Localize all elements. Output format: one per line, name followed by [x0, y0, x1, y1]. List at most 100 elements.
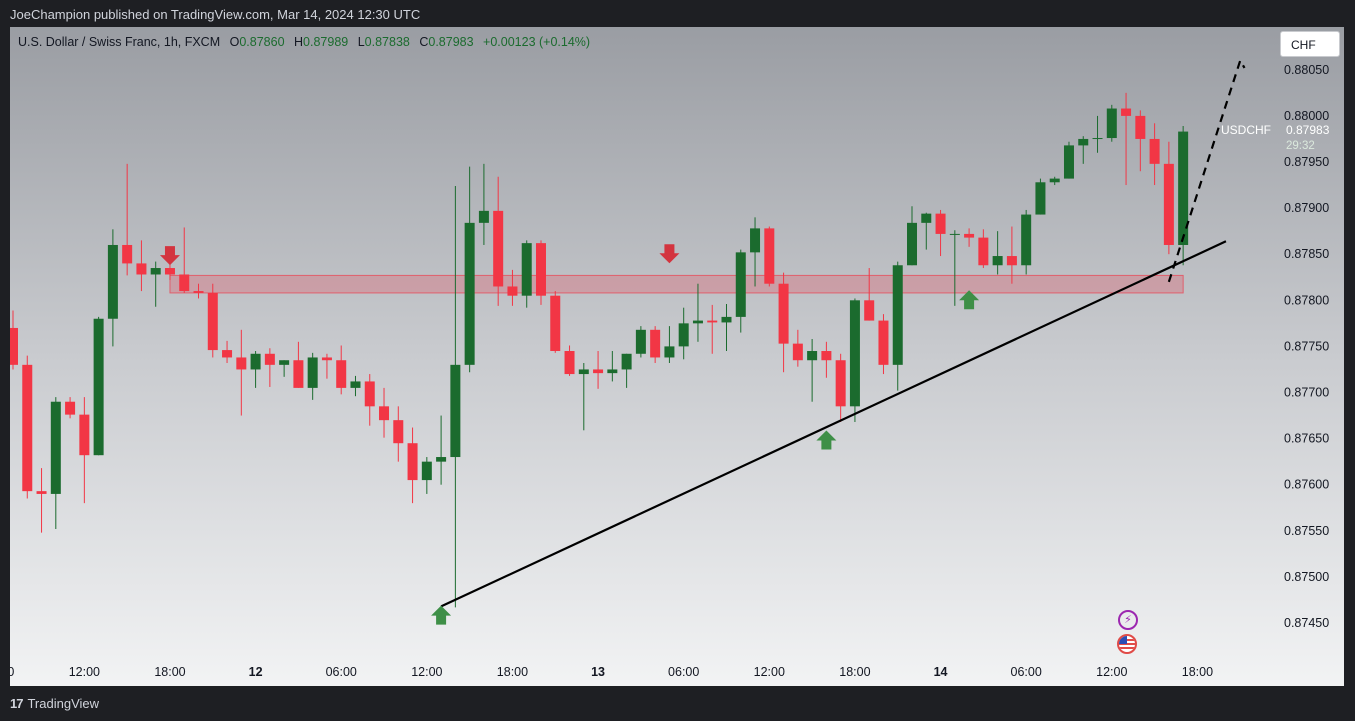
candle-down — [835, 360, 846, 407]
candle-down — [364, 381, 375, 407]
x-tick-label: 12:00 — [754, 665, 785, 679]
candle-up — [807, 351, 818, 361]
lightning-icon[interactable]: ⚡ — [1118, 610, 1138, 630]
candle-down — [821, 351, 832, 361]
candle-down — [778, 283, 789, 344]
candle-up — [350, 381, 361, 388]
x-tick-label: 06:00 — [1011, 665, 1042, 679]
candle-up — [464, 222, 475, 365]
candlestick-chart[interactable]: 0.87450 0.87500 0.87550 0.87600 0.87650 0.877… — [10, 27, 1344, 686]
legend-change: +0.00123 (+0.14%) — [483, 35, 591, 49]
x-tick-label: 18:00 — [839, 665, 870, 679]
candle-up — [664, 346, 675, 358]
candle-down — [978, 237, 989, 266]
x-tick-label: 06:00 — [326, 665, 357, 679]
legend-low: 0.87838 — [364, 35, 410, 49]
candle-up — [607, 369, 618, 374]
y-tick-label: 0.88050 — [1284, 63, 1329, 77]
candle-up — [307, 357, 318, 388]
legend-close: 0.87983 — [428, 35, 474, 49]
candle-up — [1049, 178, 1060, 183]
candle-down — [878, 320, 889, 365]
publish-info: JoeChampion published on TradingView.com… — [10, 7, 421, 22]
candle-down — [650, 329, 661, 358]
candle-up — [150, 268, 161, 275]
candle-down — [122, 244, 133, 264]
y-tick-label: 0.87650 — [1284, 432, 1329, 446]
candle-up — [921, 213, 932, 223]
candle-down — [1135, 115, 1146, 139]
down-arrow-icon — [159, 246, 180, 266]
legend-low-label: L — [357, 35, 365, 49]
candle-down — [179, 274, 190, 292]
candle-down — [10, 327, 18, 365]
candle-down — [964, 233, 975, 238]
candle-down — [550, 295, 561, 352]
candle-up — [1178, 131, 1189, 245]
candle-up — [93, 318, 104, 456]
y-tick-label: 0.87450 — [1284, 616, 1329, 630]
candle-up — [1021, 214, 1032, 266]
candle-down — [593, 369, 604, 374]
x-tick-label: 13 — [591, 665, 605, 679]
x-tick-label: 12:00 — [1096, 665, 1127, 679]
candle-down — [65, 401, 76, 415]
projection-path — [1167, 57, 1246, 283]
candle-down — [207, 292, 218, 351]
candle-down — [393, 420, 404, 444]
candle-up — [250, 353, 261, 370]
candle-up — [621, 353, 632, 370]
up-arrow-icon — [816, 430, 837, 450]
legend-high-label: H — [294, 35, 304, 49]
chart-panel[interactable]: 0.87450 0.87500 0.87550 0.87600 0.87650 0.877… — [10, 27, 1344, 686]
candle-down — [1149, 138, 1160, 164]
candle-up — [578, 369, 589, 375]
x-tick-label: 18:00 — [1182, 665, 1213, 679]
x-tick-label: 06:00 — [668, 665, 699, 679]
candle-down — [535, 243, 546, 296]
candle-up — [849, 300, 860, 407]
candle-up — [107, 244, 118, 319]
price-badge-symbol: USDCHF — [1221, 123, 1271, 137]
candle-down — [379, 406, 390, 421]
candle-up — [992, 256, 1003, 266]
price-badge-price: 0.87983 — [1286, 123, 1330, 137]
candle-down — [1006, 256, 1017, 266]
legend-open-label: O — [229, 35, 240, 49]
candle-down — [935, 213, 946, 234]
legend-title: U.S. Dollar / Swiss Franc, 1h, FXCM — [18, 35, 221, 49]
candle-down — [293, 360, 304, 388]
tradingview-brand[interactable]: 17 TradingView — [10, 696, 99, 711]
currency-button[interactable]: CHF — [1280, 31, 1340, 57]
x-tick-label: 06:00 — [10, 665, 14, 679]
candle-down — [164, 268, 175, 275]
y-tick-label: 0.87750 — [1284, 339, 1329, 353]
candle-up — [735, 252, 746, 317]
candle-down — [1163, 163, 1174, 245]
candle-down — [493, 210, 504, 287]
candle-down — [264, 353, 275, 365]
legend-high: 0.87989 — [303, 35, 349, 49]
y-tick-label: 0.88000 — [1284, 109, 1329, 123]
candle-down — [222, 350, 233, 358]
candle-up — [1035, 182, 1046, 215]
candle-down — [136, 263, 147, 275]
candle-up — [721, 316, 732, 323]
candle-down — [407, 443, 418, 481]
candle-down — [79, 414, 90, 456]
x-tick-label: 12:00 — [69, 665, 100, 679]
candle-up — [521, 243, 532, 296]
us-flag-icon[interactable] — [1117, 634, 1137, 654]
symbol-legend: U.S. Dollar / Swiss Franc, 1h, FXCM O 0.8… — [18, 35, 590, 49]
candle-up — [1106, 108, 1117, 139]
candle-down — [1121, 108, 1132, 116]
y-tick-label: 0.87850 — [1284, 247, 1329, 261]
candle-down — [336, 360, 347, 388]
candle-up — [635, 329, 646, 354]
candle-up — [279, 360, 290, 365]
brand-text: TradingView — [27, 696, 100, 711]
y-tick-label: 0.87900 — [1284, 201, 1329, 215]
candle-up — [450, 364, 461, 458]
y-tick-label: 0.87500 — [1284, 570, 1329, 584]
candle-down — [792, 343, 803, 361]
